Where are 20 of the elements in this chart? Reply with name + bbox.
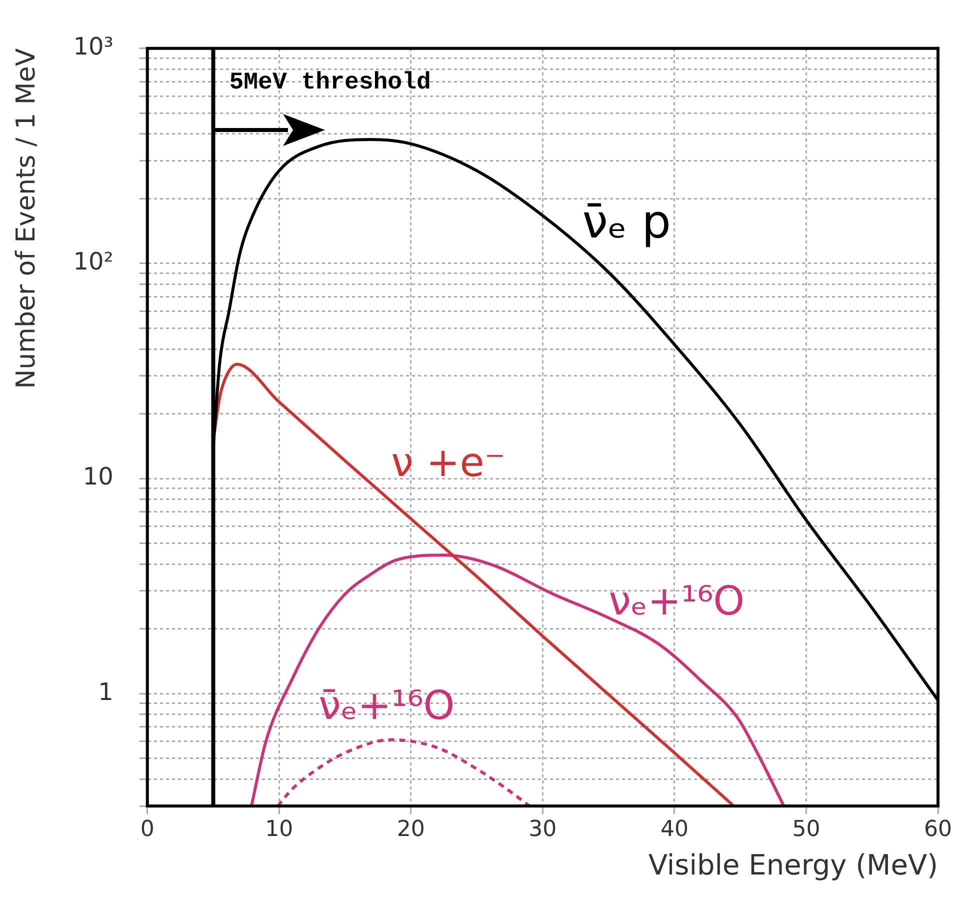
x-tick-label: 30 [528, 816, 557, 842]
x-tick-label: 10 [265, 816, 294, 842]
line-series [276, 738, 532, 806]
series-label: νₑ+¹⁶O [608, 578, 745, 625]
x-tick-label: 20 [396, 816, 425, 842]
x-axis-title: Visible Energy (MeV) [648, 848, 938, 882]
x-tick-label: 50 [792, 816, 820, 842]
x-tick-label: 40 [660, 816, 688, 842]
series-label: ν +e⁻ [391, 440, 506, 486]
y-axis-title: Number of Events / 1 MeV [11, 48, 42, 389]
x-tick-label: 0 [140, 816, 154, 842]
y-tick-label: 10³ [73, 32, 114, 61]
series-label: ν̄ₑ p [582, 194, 671, 249]
series-label: ν̄ₑ+¹⁶O [318, 683, 455, 730]
y-tick-label: 1 [98, 678, 114, 706]
y-tick-label: 10 [82, 462, 114, 491]
x-tick-label: 60 [924, 816, 952, 842]
y-tick-label: 10² [73, 248, 114, 276]
ref-line-label: 5MeV threshold [229, 69, 431, 96]
line-series [250, 554, 786, 806]
